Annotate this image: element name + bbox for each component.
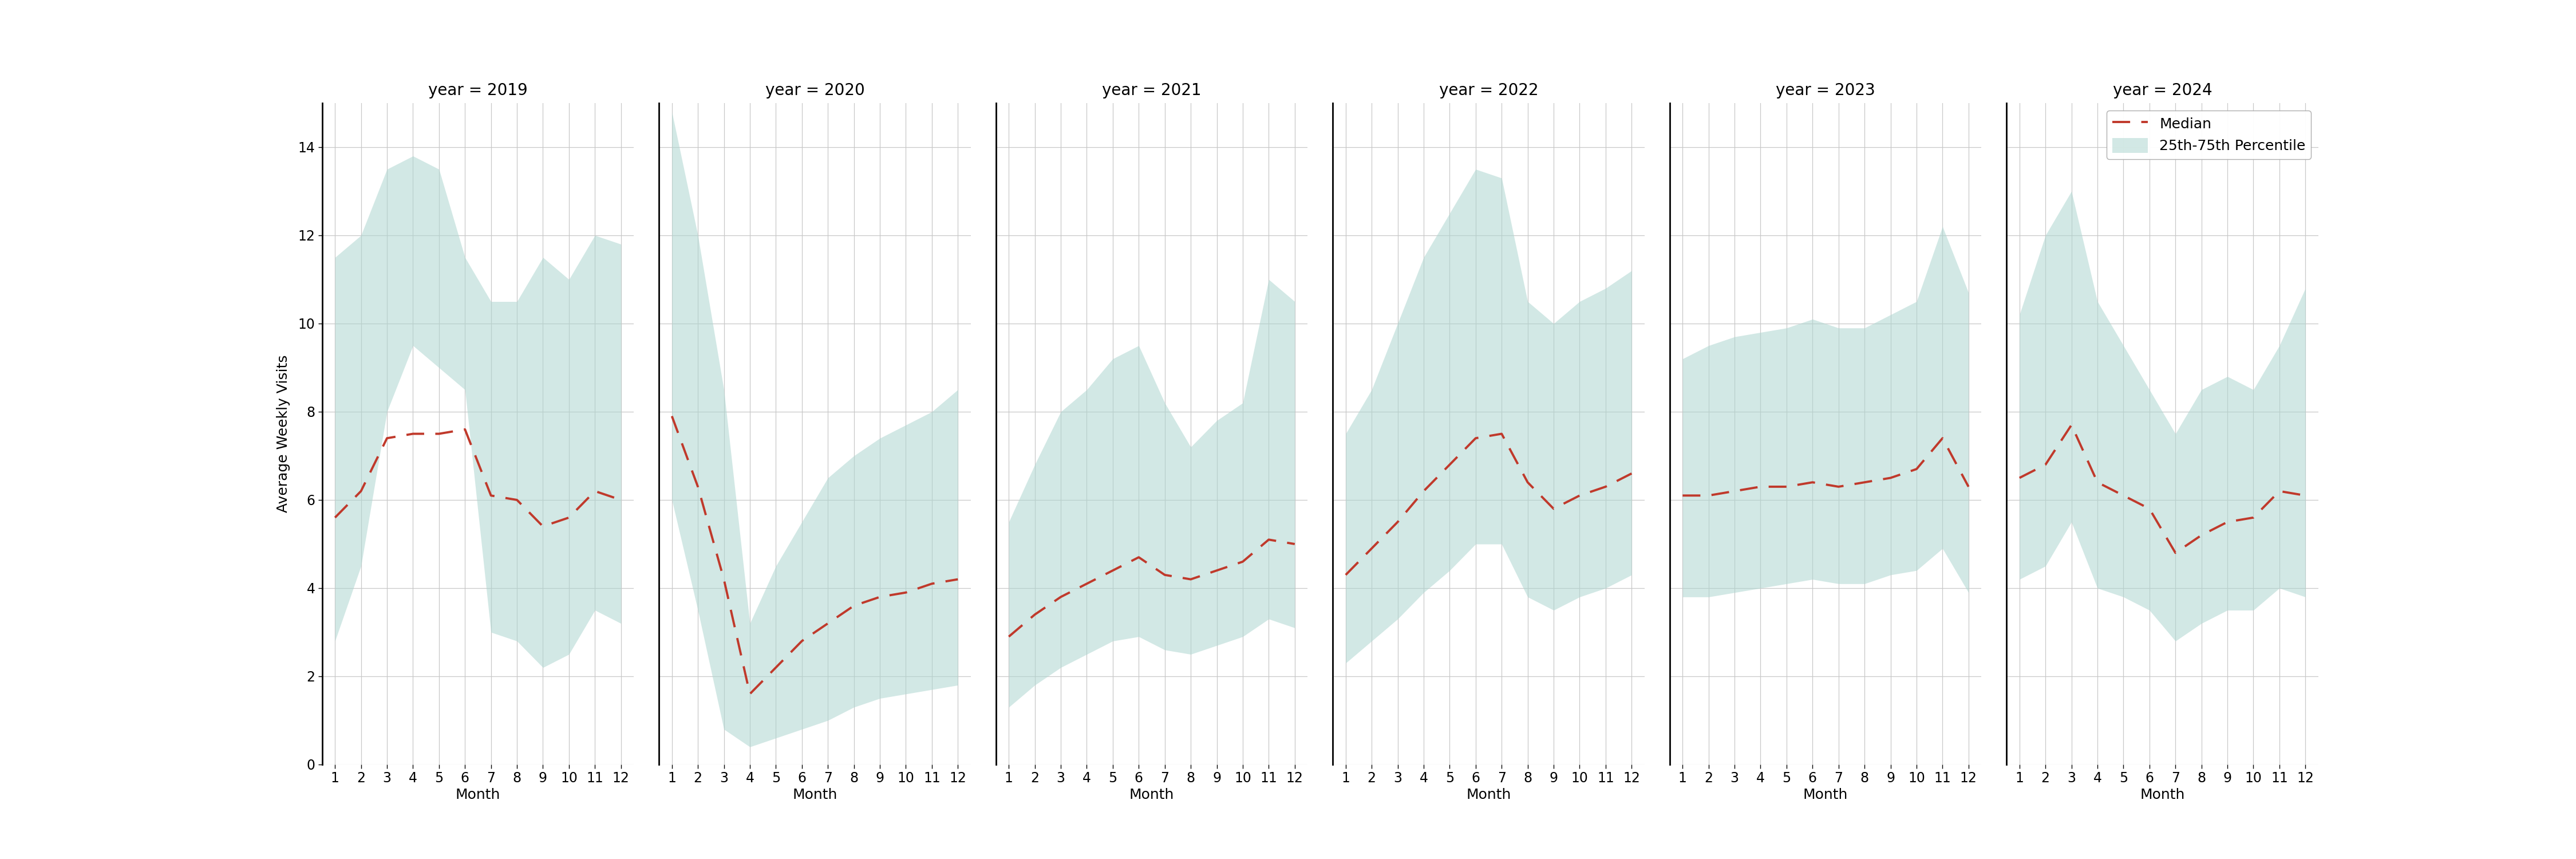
Title: year = 2019: year = 2019 (428, 82, 528, 99)
Title: year = 2024: year = 2024 (2112, 82, 2213, 99)
X-axis label: Month: Month (2141, 789, 2184, 802)
Y-axis label: Average Weekly Visits: Average Weekly Visits (276, 355, 291, 513)
X-axis label: Month: Month (456, 789, 500, 802)
X-axis label: Month: Month (793, 789, 837, 802)
X-axis label: Month: Month (1803, 789, 1847, 802)
Title: year = 2021: year = 2021 (1103, 82, 1200, 99)
X-axis label: Month: Month (1128, 789, 1175, 802)
Title: year = 2020: year = 2020 (765, 82, 866, 99)
Legend: Median, 25th-75th Percentile: Median, 25th-75th Percentile (2107, 110, 2311, 159)
X-axis label: Month: Month (1466, 789, 1512, 802)
Title: year = 2022: year = 2022 (1440, 82, 1538, 99)
Title: year = 2023: year = 2023 (1775, 82, 1875, 99)
